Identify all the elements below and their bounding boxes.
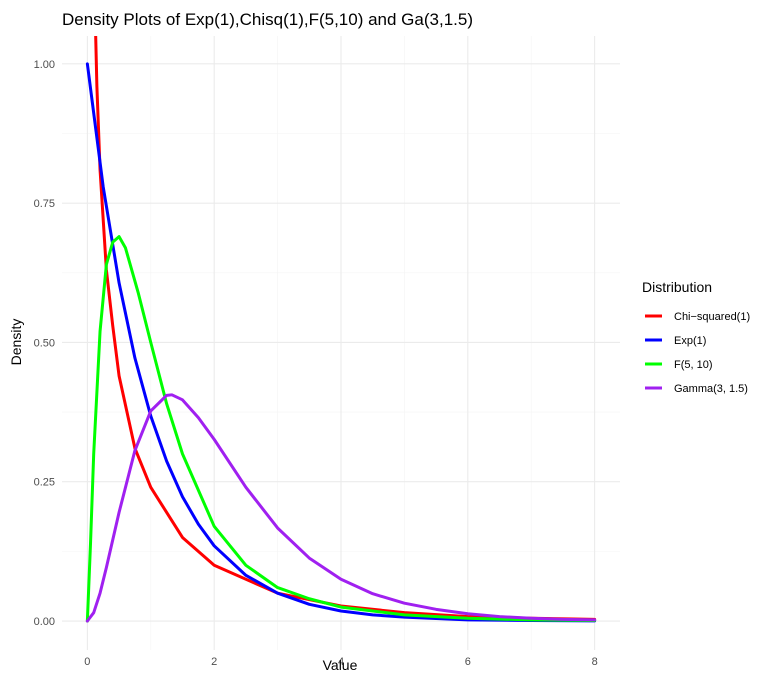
y-tick-label: 0.75 [34,198,55,210]
legend-items: Chi−squared(1) Exp(1) F(5, 10) Gamma(3, 1.5… [645,311,750,395]
x-tick-label: 4 [338,656,344,668]
y-tick-label: 0.50 [34,337,55,349]
series-line-f-5-10 [85,235,597,623]
x-axis-title: Value [323,657,358,673]
x-tick-label: 8 [592,656,598,668]
series-lines [85,36,597,623]
y-tick-label: 0.25 [34,477,55,489]
chart-title: Density Plots of Exp(1),Chisq(1),F(5,10)… [62,10,473,29]
plot-grid [62,36,620,650]
x-tick-label: 2 [211,656,217,668]
legend-label: Chi−squared(1) [674,311,750,323]
y-tick-label: 1.00 [34,59,55,71]
x-tick-label: 6 [465,656,471,668]
legend: Distribution Chi−squared(1) Exp(1) F(5, 10… [642,279,750,395]
legend-label: Gamma(3, 1.5) [674,383,748,395]
legend-label: F(5, 10) [674,359,713,371]
y-axis-ticks: 0.00 0.25 0.50 0.75 1.00 [34,59,55,628]
x-axis-ticks: 0 2 4 6 8 [84,656,597,668]
y-tick-label: 0.00 [34,616,55,628]
x-tick-label: 0 [84,656,90,668]
legend-label: Exp(1) [674,335,706,347]
legend-title: Distribution [642,279,712,295]
series-line-exp-1 [85,62,597,623]
y-axis-title: Density [8,319,24,366]
series-line-gamma-3-1-5 [85,393,597,623]
